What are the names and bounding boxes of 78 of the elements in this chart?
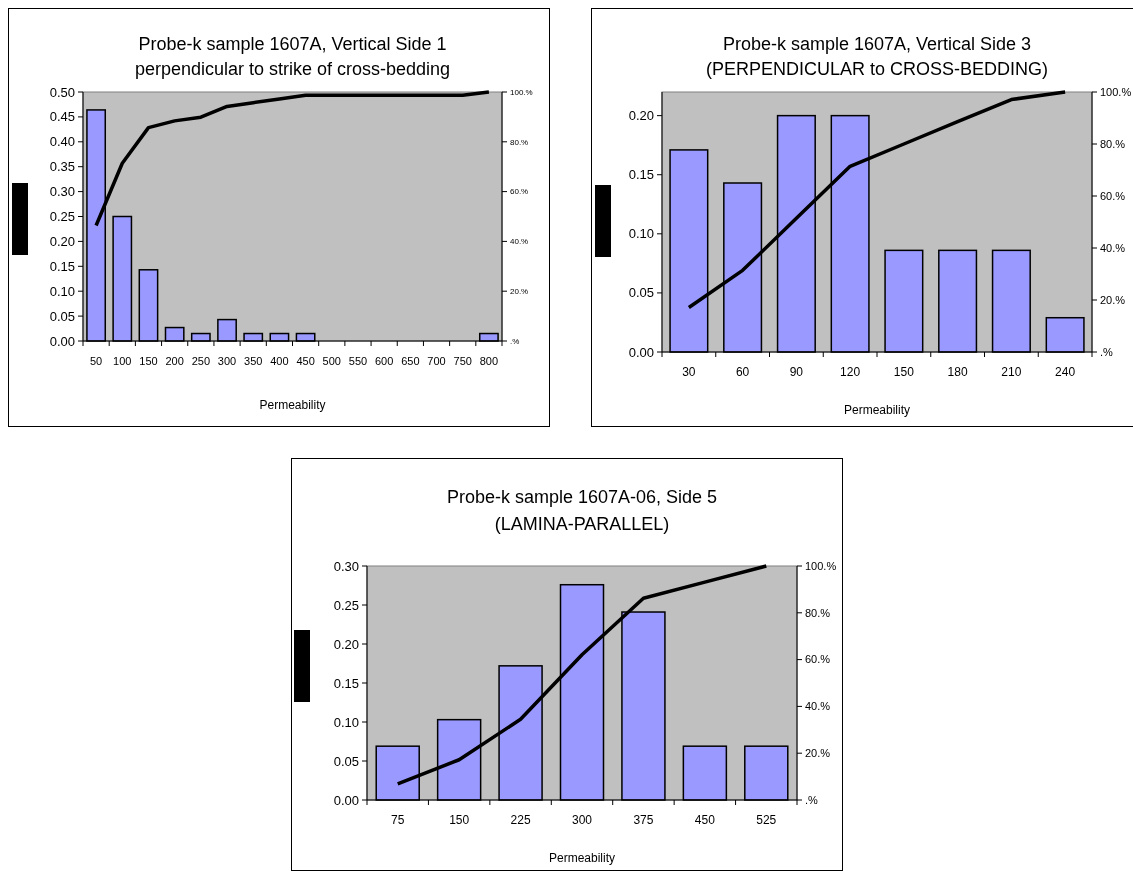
x-tick-label: 90: [789, 365, 804, 379]
x-tick-label: 180: [947, 365, 968, 379]
x-tick-label: 300: [571, 813, 593, 827]
y2-tick-label: 20.%: [805, 747, 831, 760]
chart-title: Probe-k sample 1607A, Vertical Side 1 perpendicular to strike of cross-bedding: [134, 34, 451, 79]
x-tick-label: 75: [391, 813, 405, 827]
y2-tick-label: 20.%: [1100, 293, 1126, 306]
y-tick-label: 0.05: [49, 308, 75, 324]
y2-tick-label: 80.%: [510, 137, 529, 147]
y-tick-label: 0.20: [333, 636, 359, 652]
x-tick-label: 50: [89, 355, 103, 367]
x-tick-label: 225: [510, 813, 531, 827]
y-tick-label: 0.05: [628, 285, 654, 301]
y-tick-label: 0.25: [333, 597, 359, 613]
y-tick-label: 0.15: [628, 167, 654, 183]
x-tick-label: 350: [244, 355, 263, 367]
y2-tick-label: 60.%: [1100, 189, 1126, 202]
y-tick-label: 0.40: [49, 134, 75, 150]
y-tick-label: 0.15: [333, 675, 359, 691]
y-tick-label: 0.20: [628, 108, 654, 124]
x-tick-label: 500: [322, 355, 341, 367]
x-tick-label: 120: [840, 365, 861, 379]
x-tick-label: 600: [374, 355, 394, 367]
y2-tick-label: .%: [510, 336, 520, 346]
y2-tick-label: 80.%: [1100, 137, 1126, 150]
y-tick-label: 0.50: [49, 84, 75, 100]
x-tick-label: 200: [165, 355, 184, 367]
y2-tick-label: 20.%: [510, 287, 529, 296]
y2-tick-label: .%: [805, 793, 819, 806]
x-tick-label: 210: [1001, 365, 1022, 379]
x-tick-label: 150: [449, 813, 470, 827]
y2-tick-label: 40.%: [510, 237, 529, 247]
x-axis-title: Permeability: [548, 851, 616, 865]
y-tick-label: 0.00: [333, 792, 359, 808]
y-tick-label: 0.10: [628, 226, 654, 242]
x-tick-label: 60: [735, 365, 750, 379]
y2-tick-label: 80.%: [805, 606, 831, 619]
x-tick-label: 450: [694, 813, 716, 827]
y-tick-label: 0.05: [333, 753, 359, 769]
y-tick-label: 0.25: [49, 209, 75, 225]
y2-tick-label: 60.%: [805, 653, 831, 666]
x-tick-label: 450: [296, 355, 315, 367]
x-axis-title: Permeability: [843, 403, 911, 417]
x-tick-label: 750: [453, 355, 472, 367]
x-tick-label: 150: [893, 365, 915, 379]
x-axis-title: Permeability: [259, 398, 326, 412]
y2-tick-label: 40.%: [805, 700, 831, 713]
x-tick-label: 550: [348, 355, 368, 367]
x-tick-label: 100: [113, 355, 132, 367]
y-tick-label: 0.45: [49, 109, 75, 125]
x-tick-label: 250: [191, 355, 211, 367]
x-tick-label: 700: [427, 355, 446, 367]
x-tick-label: 400: [270, 355, 289, 367]
y-tick-label: 0.10: [49, 283, 75, 299]
y2-tick-label: .%: [1100, 345, 1114, 358]
y-tick-label: 0.30: [333, 558, 359, 574]
y-tick-label: 0.00: [628, 344, 654, 360]
y-tick-label: 0.10: [333, 714, 359, 730]
chart-title: Probe-k sample 1607A, Vertical Side 3 (PERPENDICULAR to CROSS-BEDDING): [705, 34, 1049, 79]
x-tick-label: 150: [139, 355, 158, 367]
x-tick-label: 800: [479, 355, 499, 367]
y-tick-label: 0.35: [49, 159, 75, 175]
x-tick-label: 300: [217, 355, 237, 367]
y2-tick-label: 100.%: [805, 559, 837, 572]
y2-tick-label: 100.%: [510, 87, 533, 97]
x-tick-label: 650: [401, 355, 420, 367]
y-tick-label: 0.15: [49, 258, 75, 274]
y-tick-label: 0.00: [49, 333, 75, 349]
x-tick-label: 30: [682, 365, 696, 379]
y-tick-label: 0.20: [49, 233, 75, 249]
y2-tick-label: 40.%: [1100, 241, 1126, 254]
y2-tick-label: 100.%: [1100, 85, 1132, 98]
y-tick-label: 0.30: [49, 184, 75, 200]
x-tick-label: 240: [1055, 365, 1076, 379]
chart-title: Probe-k sample 1607A-06, Side 5 (LAMINA-PARALLEL): [446, 487, 718, 534]
x-tick-label: 525: [756, 813, 777, 827]
y2-tick-label: 60.%: [510, 187, 529, 197]
x-tick-label: 375: [633, 813, 654, 827]
